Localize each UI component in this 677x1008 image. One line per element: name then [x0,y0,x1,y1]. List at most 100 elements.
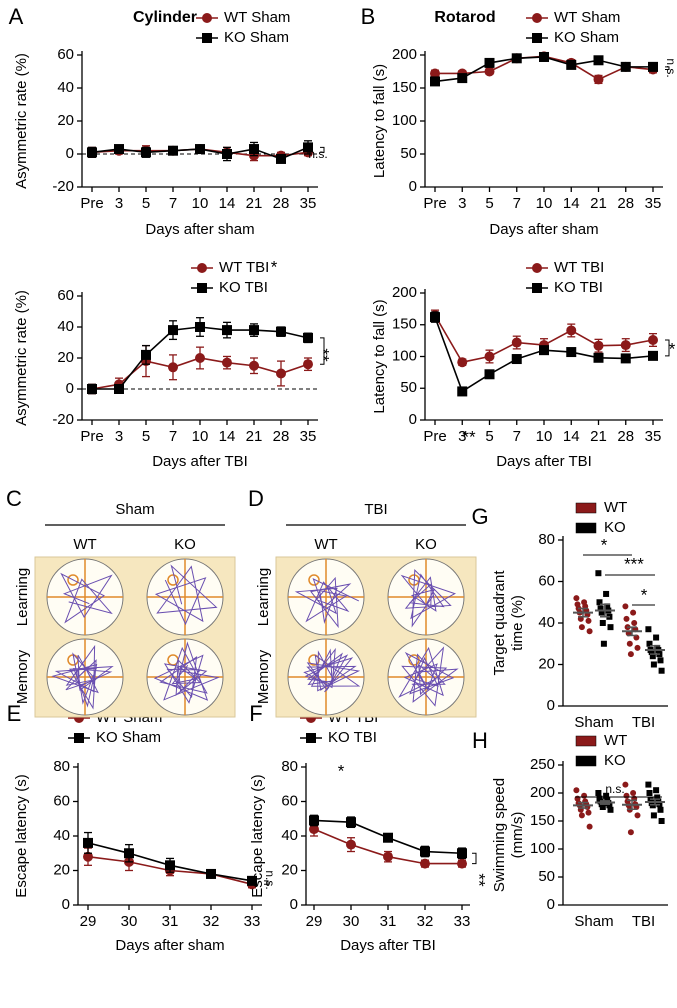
marker [620,61,631,72]
y-tick-label: 40 [538,614,555,631]
annotation: * [271,257,278,276]
error-bar [600,603,610,618]
y-tick-label: 60 [281,792,298,809]
x-tick-label: Pre [423,428,446,445]
platform [308,654,320,666]
marker [593,352,604,363]
x-tick-label: 32 [203,913,220,930]
y-tick-label: -20 [52,178,74,195]
data-point [607,624,614,631]
annotation: ** [314,348,333,362]
x-tick-label: 7 [169,428,177,445]
y-tick-label: 200 [392,284,417,301]
data-point [578,624,585,631]
y-tick-label: 20 [53,861,70,878]
x-tick-label: 32 [417,913,434,930]
x-tick-label: 21 [590,428,607,445]
marker [620,353,631,364]
x-axis-label: Days after TBI [152,453,248,470]
y-axis-label: Asymmetric rate (%) [13,53,30,189]
x-tick-label: Sham [574,913,613,930]
x-tick-label: 28 [617,195,634,212]
marker [420,858,430,869]
x-tick-label: 7 [169,195,177,212]
marker [511,53,522,64]
data-point [599,620,606,626]
x-tick-label: 3 [458,195,466,212]
row-label: Memory [14,649,31,704]
marker [195,322,205,332]
marker [202,33,212,43]
marker [309,824,319,835]
x-tick-label: 30 [343,913,360,930]
marker [141,349,151,360]
marker [124,848,134,859]
annotation: * [601,535,608,554]
x-tick-label: 14 [563,428,580,445]
marker [566,325,577,336]
y-tick-label: 0 [290,896,298,913]
annotation: ** [470,873,489,887]
x-tick-label: 29 [306,913,323,930]
bracket [665,66,670,71]
panel-label: A [9,4,24,29]
marker [539,345,549,356]
y-tick-label: 100 [392,347,417,364]
legend-label: KO [604,752,626,769]
data-point [626,640,633,647]
legend-label: KO Sham [554,29,619,46]
marker [87,384,97,394]
legend-swatch [575,522,597,534]
y-axis-label: Latency to fall (s) [371,299,388,413]
y-tick-label: 40 [57,79,74,96]
marker [648,61,658,72]
maze [387,638,465,716]
x-tick-label: 5 [485,428,493,445]
y-tick-label: 80 [281,758,298,775]
panel-label: G [471,504,488,529]
x-tick-label: 35 [645,428,662,445]
marker [532,13,542,23]
data-point [586,628,593,635]
row-label: Memory [255,649,272,704]
marker [249,360,259,371]
y-tick-label: 0 [62,896,70,913]
marker [457,357,468,368]
data-point [599,804,606,810]
column-label: WT [314,536,337,553]
x-tick-label: 10 [536,428,553,445]
x-tick-label: 3 [458,428,466,445]
platform [67,574,79,586]
marker [620,340,631,351]
marker [346,839,356,850]
y-tick-label: 80 [538,531,555,548]
y-tick-label: 60 [57,46,74,63]
marker [168,325,178,336]
marker [222,149,232,159]
swim-track [400,569,457,628]
marker [303,142,313,153]
marker [165,860,175,871]
x-tick-label: 3 [115,195,123,212]
x-tick-label: 5 [142,195,150,212]
x-tick-label: 5 [485,195,493,212]
y-tick-label: 50 [400,145,417,162]
x-tick-label: TBI [632,714,655,731]
marker [539,51,549,62]
marker [197,263,207,273]
y-tick-label: 0 [409,178,417,195]
maze [146,558,224,636]
marker [306,733,316,743]
marker [593,55,604,66]
legend-label: WT Sham [224,9,290,26]
y-axis-label: Asymmetric rate (%) [13,290,30,426]
swim-track [51,644,114,710]
x-tick-label: 7 [513,195,521,212]
x-tick-label: 31 [380,913,397,930]
y-tick-label: 0 [66,380,74,397]
y-tick-label: 0 [547,896,555,913]
x-axis-label: Days after TBI [340,937,436,954]
data-point [573,595,580,602]
x-tick-label: TBI [632,913,655,930]
